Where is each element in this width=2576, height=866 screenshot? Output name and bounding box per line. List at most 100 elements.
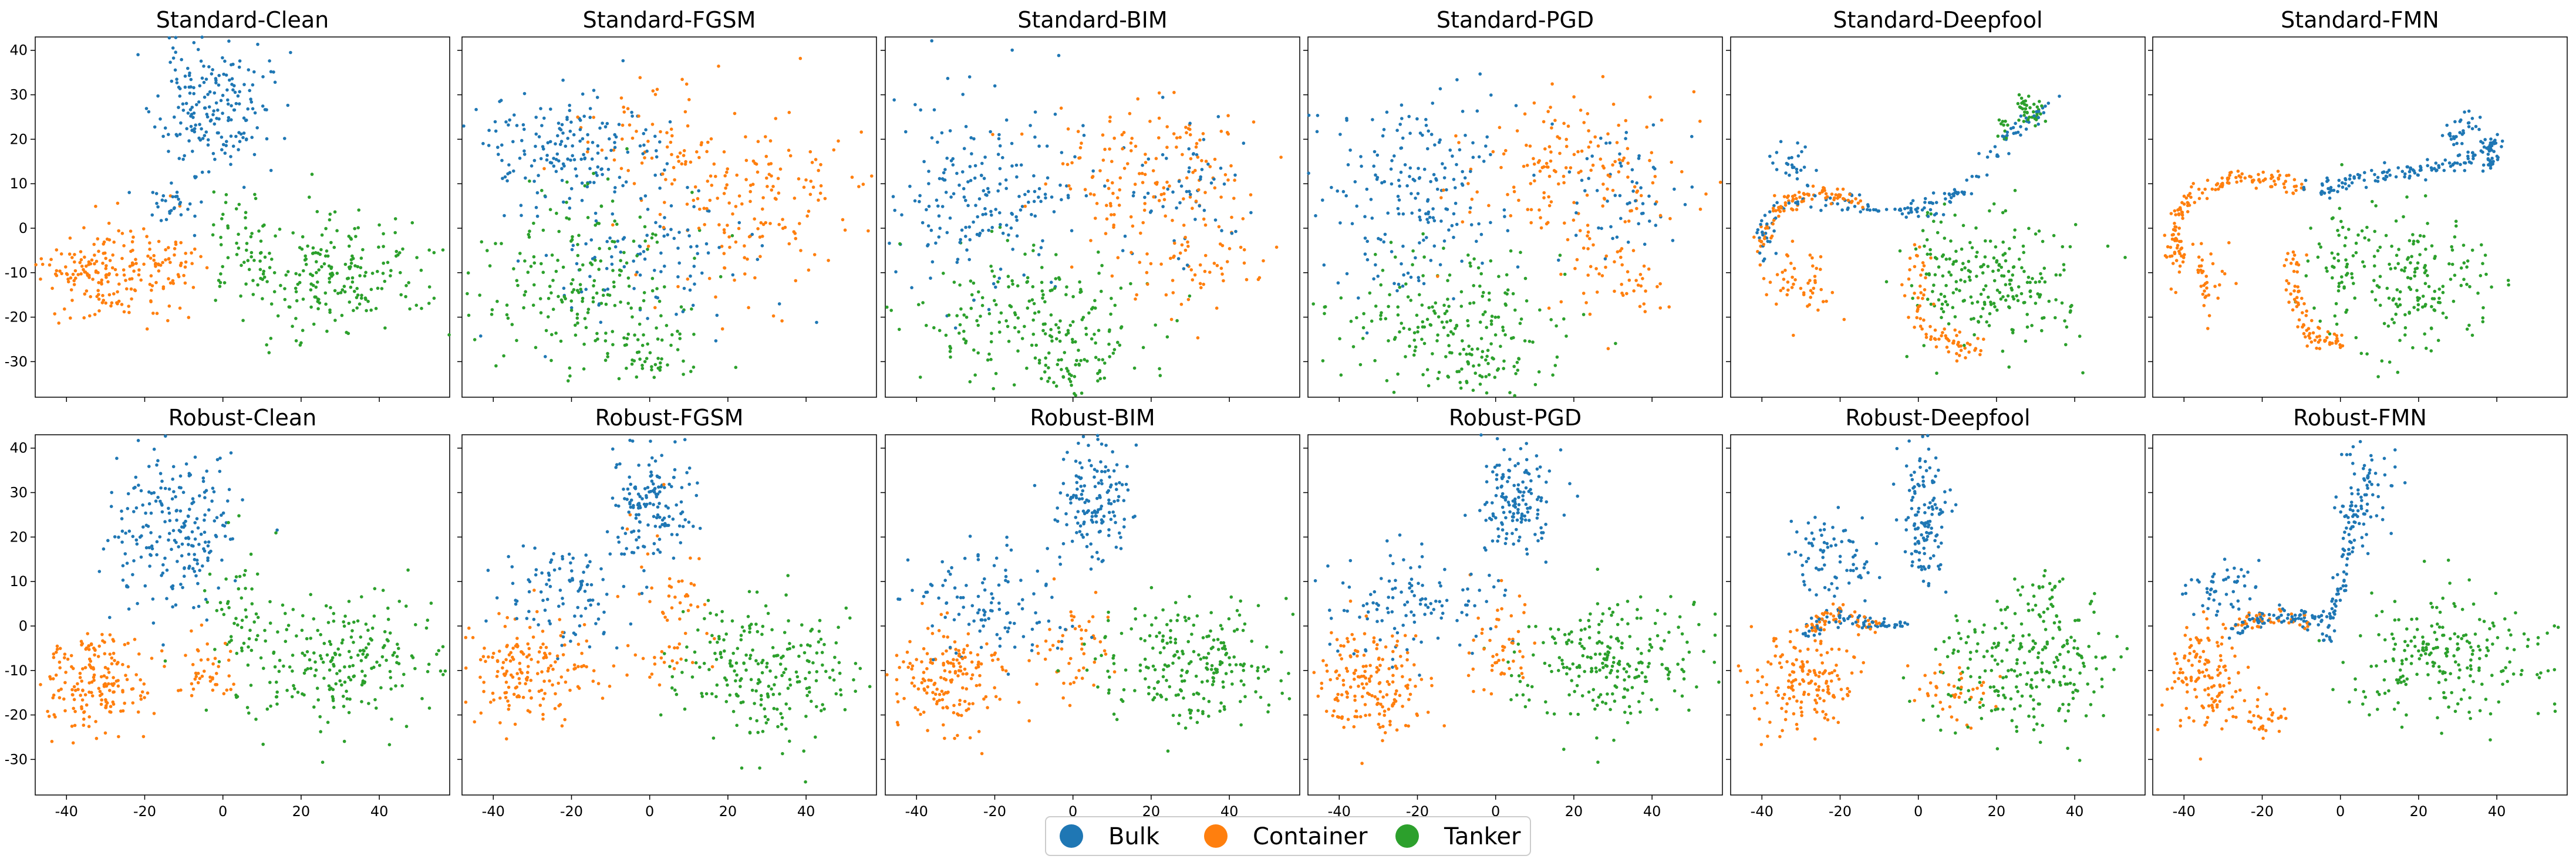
point-bulk (1931, 191, 1936, 195)
point-bulk (983, 207, 987, 211)
point-bulk (1759, 222, 1762, 226)
point-container (635, 130, 638, 133)
point-bulk (1907, 211, 1911, 215)
point-bulk (522, 149, 526, 153)
point-tanker (541, 270, 545, 275)
point-bulk (976, 215, 979, 219)
point-tanker (2422, 234, 2426, 238)
point-bulk (246, 107, 250, 111)
point-tanker (383, 630, 387, 634)
point-bulk (211, 68, 215, 72)
point-bulk (1015, 175, 1019, 179)
point-bulk (578, 128, 582, 131)
point-bulk (987, 190, 991, 194)
point-tanker (237, 232, 240, 236)
point-tanker (1017, 330, 1021, 334)
point-container (1586, 234, 1589, 238)
point-container (171, 279, 175, 283)
point-container (751, 159, 756, 163)
point-tanker (1396, 305, 1400, 309)
point-container (1129, 141, 1133, 145)
point-bulk (1307, 113, 1311, 117)
point-tanker (1068, 380, 1073, 384)
point-container (1499, 165, 1503, 170)
point-bulk (677, 261, 681, 265)
point-tanker (414, 303, 419, 307)
point-container (99, 702, 103, 706)
point-bulk (275, 528, 279, 532)
point-container (794, 279, 798, 283)
point-tanker (1323, 312, 1326, 316)
point-container (206, 658, 210, 661)
y-tick-label: -30 (5, 751, 28, 767)
point-bulk (2483, 138, 2487, 141)
point-tanker (2345, 265, 2348, 269)
point-container (2258, 180, 2262, 184)
point-bulk (560, 167, 564, 171)
point-container (703, 223, 706, 226)
point-tanker (1074, 340, 1077, 344)
point-container (1475, 190, 1479, 194)
point-bulk (1928, 208, 1933, 212)
point-container (1647, 267, 1651, 271)
point-container (2295, 296, 2299, 299)
point-tanker (1087, 311, 1091, 315)
point-bulk (2400, 170, 2405, 174)
point-tanker (1984, 239, 1987, 243)
point-tanker (441, 673, 445, 676)
point-container (74, 276, 77, 280)
point-container (2302, 323, 2305, 327)
point-bulk (1033, 135, 1037, 139)
point-tanker (360, 296, 363, 300)
point-container (199, 658, 203, 662)
point-bulk (2474, 124, 2478, 128)
point-tanker (976, 351, 980, 355)
point-tanker (222, 281, 227, 285)
point-tanker (1060, 358, 1063, 361)
point-bulk (617, 123, 621, 126)
point-container (190, 262, 194, 266)
point-bulk (1365, 331, 1369, 335)
point-tanker (2028, 106, 2032, 110)
point-tanker (972, 281, 976, 285)
point-bulk (1950, 196, 1953, 199)
point-container (155, 312, 159, 315)
point-bulk (672, 236, 676, 241)
point-bulk (524, 176, 527, 180)
point-bulk (644, 128, 648, 131)
point-container (232, 682, 235, 686)
point-container (1118, 188, 1121, 192)
point-tanker (301, 651, 304, 655)
point-bulk (238, 140, 242, 143)
point-tanker (1954, 280, 1958, 283)
point-container (1806, 281, 1810, 285)
point-container (164, 248, 167, 252)
point-tanker (211, 233, 215, 237)
point-bulk (120, 540, 124, 544)
point-bulk (935, 198, 939, 202)
point-container (119, 709, 123, 713)
point-tanker (1412, 331, 1417, 334)
point-container (1922, 293, 1926, 297)
point-container (173, 253, 176, 257)
scatter-points (2163, 109, 2511, 378)
point-tanker (1043, 370, 1047, 374)
point-container (1941, 331, 1944, 334)
point-tanker (1406, 295, 1410, 299)
point-container (134, 673, 138, 676)
point-bulk (227, 116, 231, 120)
point-bulk (927, 170, 930, 173)
point-tanker (342, 705, 346, 708)
point-container (96, 289, 100, 293)
point-bulk (613, 190, 616, 194)
point-tanker (1549, 318, 1553, 322)
point-bulk (206, 556, 210, 560)
point-tanker (1503, 333, 1507, 337)
point-tanker (2363, 236, 2366, 240)
point-tanker (1402, 326, 1405, 330)
point-tanker (393, 231, 397, 235)
point-container (126, 665, 130, 669)
point-container (662, 225, 666, 229)
point-bulk (181, 102, 185, 106)
point-bulk (215, 458, 220, 462)
